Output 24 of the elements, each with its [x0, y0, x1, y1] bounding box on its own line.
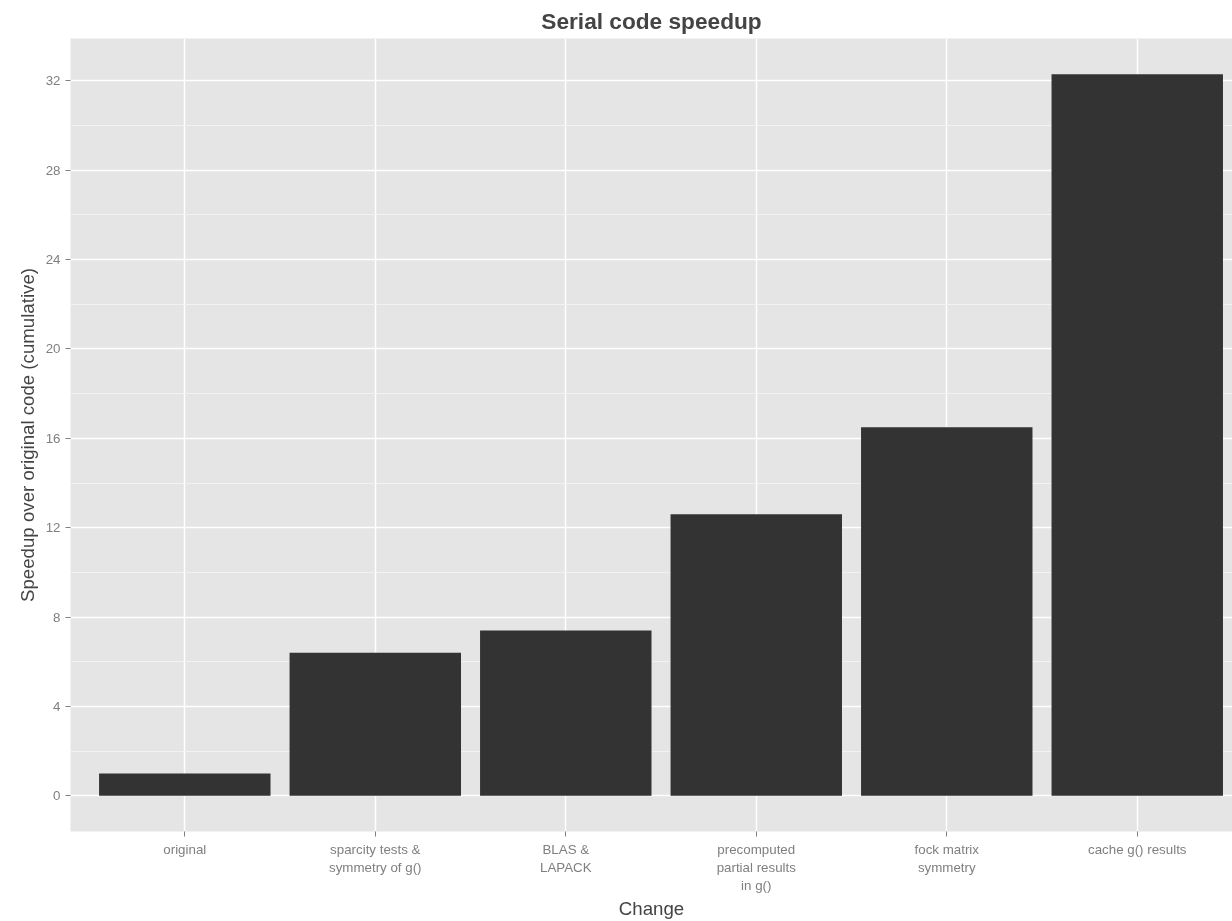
bar [99, 773, 271, 796]
bar [861, 427, 1033, 796]
x-tick-label: cache g() results [1088, 841, 1187, 857]
x-axis-title: Change [618, 897, 685, 919]
bar [289, 652, 462, 796]
y-tick-label: 16 [45, 430, 61, 446]
x-tick-label: sparcity tests & symmetry of g() [329, 841, 422, 875]
y-tick-label: 32 [45, 73, 61, 89]
x-tick-label: precomputed partial results in g() [716, 841, 797, 893]
y-tick-label: 8 [53, 609, 61, 625]
y-tick-label: 0 [53, 788, 61, 804]
bar [1051, 74, 1223, 796]
chart-title: Serial code speedup [541, 7, 762, 34]
bar [480, 630, 652, 796]
y-axis-title: Speedup over original code (cumulative) [16, 268, 38, 602]
bar [670, 514, 842, 796]
y-tick-label: 12 [45, 520, 61, 536]
y-tick-label: 28 [45, 162, 61, 178]
y-tick-label: 4 [53, 698, 62, 714]
y-tick-label: 24 [45, 252, 62, 268]
x-tick-label: fock matrix symmetry [914, 841, 980, 875]
x-tick-label: original [163, 841, 207, 857]
x-tick-label: BLAS & LAPACK [539, 841, 592, 875]
y-tick-label: 20 [45, 341, 61, 357]
